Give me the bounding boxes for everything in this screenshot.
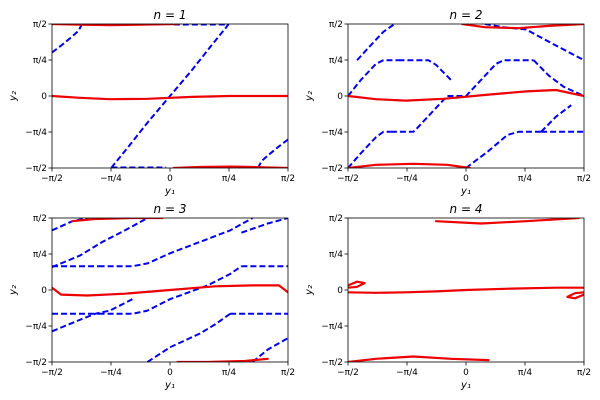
dashed-curve-5 <box>257 138 288 168</box>
y-tick-label: 0 <box>41 286 47 296</box>
y-tick-label: π/2 <box>33 214 47 224</box>
x-tick-label: −π/4 <box>396 368 418 378</box>
y-tick-label: −π/4 <box>25 128 47 138</box>
solid-curve-3 <box>176 357 269 362</box>
y-tick-label: 0 <box>337 286 343 296</box>
solid-curve-3 <box>348 162 471 168</box>
dashed-curve-11 <box>241 218 288 234</box>
y-tick-label: π/4 <box>33 250 47 260</box>
x-tick-label: π/4 <box>518 368 532 378</box>
dashed-curve-9 <box>465 130 542 168</box>
panel-4: −π/2 −π/4 0 π/4 π/2 −π/2 −π/4 0 π/4 π/2 n = 4 y₁ y₂ <box>304 202 591 391</box>
y-axis-label: y₂ <box>8 91 19 102</box>
plot-area <box>348 218 584 362</box>
y-tick-label: −π/4 <box>321 322 343 332</box>
x-tick-label: 0 <box>463 368 469 378</box>
x-tick-label: 0 <box>167 368 173 378</box>
y-axis-label: y₂ <box>304 285 315 296</box>
x-tick-label: −π/4 <box>396 174 418 184</box>
y-axis-label: y₂ <box>304 91 315 102</box>
y-tick-label: π/4 <box>329 56 343 66</box>
x-tick-label: −π/2 <box>41 368 63 378</box>
x-tick-label: π/2 <box>281 174 295 184</box>
x-tick-label: −π/4 <box>100 368 122 378</box>
solid-curve-2 <box>52 284 288 297</box>
solid-curve-2 <box>348 88 584 102</box>
dashed-curve-7 <box>98 265 242 315</box>
solid-curve-2 <box>52 94 288 101</box>
x-tick-label: π/2 <box>577 174 591 184</box>
dashed-curve-5 <box>356 24 396 61</box>
x-tick-label: π/4 <box>518 174 532 184</box>
solid-curve-3 <box>172 165 288 168</box>
x-axis-label: y₁ <box>164 380 175 391</box>
dashed-curve-3 <box>398 59 452 81</box>
dashed-curve-2 <box>110 24 230 168</box>
dashed-curve-2 <box>348 130 391 168</box>
y-tick-label: −π/2 <box>25 164 47 174</box>
y-tick-label: −π/2 <box>321 164 343 174</box>
panel-2: −π/2 −π/4 0 π/4 π/2 −π/2 −π/4 0 π/4 π/2 n = 2 y₁ y₂ <box>304 8 591 197</box>
x-tick-label: −π/2 <box>337 368 359 378</box>
dashed-curve-12 <box>251 337 288 362</box>
y-tick-label: 0 <box>41 92 47 102</box>
x-axis-label: y₁ <box>164 186 175 197</box>
y-tick-label: π/2 <box>33 20 47 30</box>
plot-area <box>348 24 584 168</box>
dashed-curve-6 <box>484 24 584 62</box>
dashed-curve-5 <box>52 298 133 333</box>
y-tick-label: π/4 <box>33 56 47 66</box>
x-tick-label: −π/2 <box>41 174 63 184</box>
x-tick-label: π/2 <box>281 368 295 378</box>
dashed-curve-4 <box>348 59 399 97</box>
plot-area <box>52 24 288 168</box>
y-tick-label: 0 <box>337 92 343 102</box>
dashed-curve-10 <box>540 104 572 133</box>
y-tick-label: −π/2 <box>321 358 343 368</box>
panel-title: n = 2 <box>450 8 483 22</box>
solid-curve-1 <box>71 218 164 223</box>
x-tick-label: π/2 <box>577 368 591 378</box>
solid-curve-4 <box>348 280 366 289</box>
dashed-curve-7 <box>532 59 584 97</box>
panel-title: n = 3 <box>154 202 187 216</box>
solid-curve-2 <box>348 286 584 294</box>
panel-3: −π/2 −π/4 0 π/4 π/2 −π/2 −π/4 0 π/4 π/2 n = 3 y₁ y₂ <box>8 202 295 391</box>
panel-1: −π/2 −π/4 0 π/4 π/2 −π/2 −π/4 0 π/4 π/2 n = 1 y₁ y₂ <box>8 8 295 197</box>
y-tick-label: −π/4 <box>321 128 343 138</box>
solid-curve-1 <box>434 218 580 225</box>
y-tick-label: π/2 <box>329 214 343 224</box>
solid-curve-1 <box>461 24 584 30</box>
x-tick-label: 0 <box>167 174 173 184</box>
y-tick-label: π/2 <box>329 20 343 30</box>
y-tick-label: −π/4 <box>25 322 47 332</box>
solid-curve-3 <box>348 355 490 362</box>
dashed-curve-8 <box>146 312 231 362</box>
x-tick-label: 0 <box>463 174 469 184</box>
x-tick-label: π/4 <box>222 368 236 378</box>
dashed-curve-1 <box>52 24 83 54</box>
plot-area <box>52 218 288 362</box>
panel-title: n = 4 <box>450 202 483 216</box>
dashed-curve-2 <box>52 218 148 269</box>
y-tick-label: π/4 <box>329 250 343 260</box>
y-tick-label: −π/2 <box>25 358 47 368</box>
y-axis-label: y₂ <box>8 285 19 296</box>
panel-title: n = 1 <box>154 8 187 22</box>
dashed-curve-6 <box>98 218 254 268</box>
x-axis-label: y₁ <box>460 186 471 197</box>
solid-curve-5 <box>566 291 584 300</box>
x-tick-label: −π/4 <box>100 174 122 184</box>
dashed-curve-1 <box>390 59 534 133</box>
x-axis-label: y₁ <box>460 380 471 391</box>
x-tick-label: −π/2 <box>337 174 359 184</box>
x-tick-label: π/4 <box>222 174 236 184</box>
